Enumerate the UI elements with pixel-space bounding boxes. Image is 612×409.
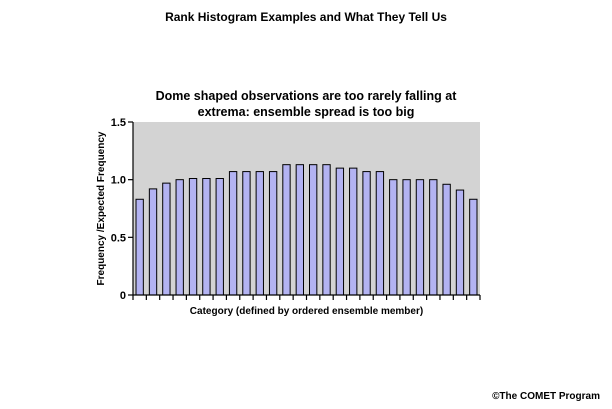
bar <box>375 171 385 296</box>
plot-area <box>133 122 480 295</box>
y-tick-label: 1.0 <box>111 175 126 187</box>
bar <box>215 178 224 296</box>
bar <box>402 179 411 296</box>
page-title: Rank Histogram Examples and What They Te… <box>165 10 447 24</box>
chart-title-line-1: Dome shaped observations are too rarely … <box>155 89 457 103</box>
y-tick-label: 1.5 <box>111 117 126 129</box>
bar <box>349 167 358 296</box>
bar <box>135 198 144 296</box>
bar <box>162 182 171 296</box>
bar <box>242 171 251 296</box>
bar <box>282 164 291 296</box>
y-tick-label: 0 <box>120 290 126 302</box>
bar <box>202 178 211 296</box>
bar <box>228 171 238 296</box>
bar <box>188 178 198 296</box>
bar <box>389 179 398 296</box>
y-tick-label: 0.5 <box>111 232 126 244</box>
bar <box>469 198 478 296</box>
bar <box>362 171 371 296</box>
bar <box>455 189 465 296</box>
bar <box>309 164 318 296</box>
bar <box>335 167 345 296</box>
y-axis-ticks: 0 0.5 1.0 1.5 <box>111 117 133 302</box>
bar <box>295 164 305 296</box>
chart-title-line-2: extrema: ensemble spread is too big <box>197 105 415 119</box>
chart-title: Dome shaped observations are too rarely … <box>120 88 492 120</box>
bar <box>442 183 451 296</box>
x-axis-ticks <box>132 295 481 300</box>
bar <box>429 179 438 296</box>
bar <box>415 179 425 296</box>
y-axis-label: Frequency /Expected Frequency <box>96 131 107 285</box>
bars <box>135 164 478 296</box>
x-axis-label: Category (defined by ordered ensemble me… <box>190 306 423 317</box>
bar <box>322 164 331 296</box>
bar <box>148 188 158 296</box>
copyright-credit: ©The COMET Program <box>492 391 600 402</box>
bar <box>175 179 184 296</box>
bar <box>268 171 278 296</box>
bar <box>255 171 264 296</box>
